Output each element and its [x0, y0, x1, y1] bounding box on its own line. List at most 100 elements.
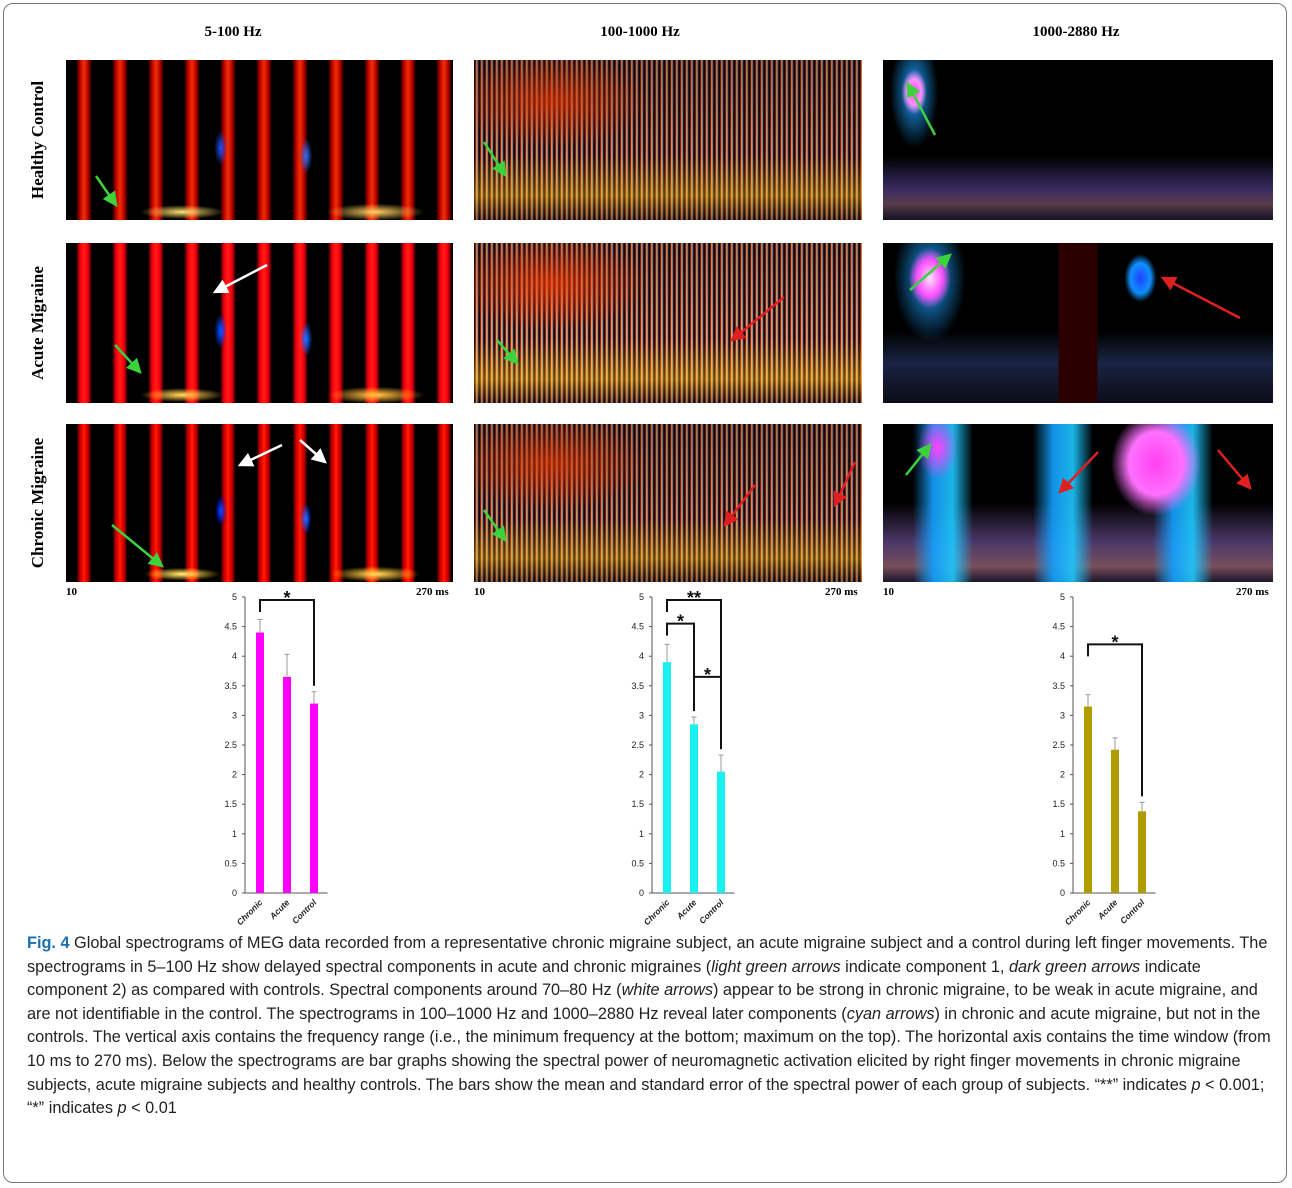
caption-text: white arrows	[621, 981, 713, 1000]
arrow	[212, 263, 268, 294]
caption-text: indicate component 2) as compared with c…	[27, 957, 1201, 1000]
spectrogram	[474, 243, 862, 403]
column-title: 100-1000 Hz	[600, 24, 680, 40]
error-bar	[1139, 801, 1145, 812]
error-bar	[284, 653, 290, 677]
significance-bracket	[693, 675, 722, 750]
y-tick-label: 1	[639, 829, 644, 839]
caption-text: light green arrows	[711, 957, 841, 976]
arrow	[482, 141, 507, 178]
column-title: 1000-2880 Hz	[1032, 24, 1120, 40]
y-tick-label: 2.5	[631, 740, 644, 750]
significance-label: *	[677, 612, 684, 632]
caption-label: Fig. 4	[27, 934, 70, 952]
x-tick-label: Control	[697, 897, 726, 926]
time-start: 10	[66, 586, 77, 598]
error-bar	[664, 643, 670, 663]
x-tick-label: Chronic	[642, 897, 672, 927]
arrow	[905, 443, 932, 476]
y-tick-label: 2	[639, 770, 644, 780]
y-tick-label: 1.5	[1052, 799, 1065, 809]
arrow	[496, 339, 519, 365]
error-bar	[1085, 694, 1091, 707]
arrow	[237, 443, 283, 467]
y-tick-label: 4	[232, 651, 237, 661]
y-tick-label: 0.5	[224, 858, 237, 868]
bar	[690, 724, 698, 893]
significance-label: *	[283, 588, 290, 608]
y-tick-label: 1	[1060, 829, 1065, 839]
y-tick-label: 3	[639, 710, 644, 720]
spectrogram	[883, 60, 1273, 220]
caption-text: dark green arrows	[1008, 957, 1141, 976]
y-tick-label: 0.5	[1052, 858, 1065, 868]
x-tick-label: Acute	[674, 897, 699, 922]
significance-bracket	[666, 622, 695, 712]
x-tick-label: Control	[1118, 897, 1147, 926]
y-tick-label: 4	[639, 651, 644, 661]
significance-label: *	[704, 665, 711, 685]
y-tick-label: 2	[232, 770, 237, 780]
x-tick-label: Acute	[1095, 897, 1120, 922]
y-tick-label: 3	[1060, 710, 1065, 720]
error-bar	[311, 691, 317, 704]
error-bar	[1112, 737, 1118, 750]
y-tick-label: 4	[1060, 651, 1065, 661]
significance-bracket	[666, 598, 722, 750]
bar	[1138, 811, 1146, 893]
y-tick-label: 3.5	[631, 681, 644, 691]
arrow	[909, 253, 952, 291]
bar	[310, 703, 318, 893]
y-tick-label: 2.5	[1052, 740, 1065, 750]
caption-text: Global spectrograms of MEG data recorded…	[27, 934, 1268, 976]
y-tick-label: 5	[1060, 592, 1065, 602]
time-end: 270 ms	[825, 586, 858, 598]
spectrogram	[883, 243, 1273, 403]
arrow	[482, 509, 507, 543]
bar	[1111, 749, 1119, 893]
y-tick-label: 3.5	[1052, 681, 1065, 691]
spectrogram	[883, 424, 1273, 582]
y-tick-label: 3	[232, 710, 237, 720]
caption-text: p	[1191, 1075, 1201, 1094]
error-bar	[718, 754, 724, 772]
y-tick-label: 5	[639, 592, 644, 602]
error-bar	[257, 618, 263, 633]
column-title: 5-100 Hz	[204, 24, 262, 40]
figure-frame	[3, 3, 1287, 1183]
spectrogram	[66, 60, 453, 220]
time-end: 270 ms	[1236, 586, 1269, 598]
spectrogram	[474, 60, 862, 220]
y-tick-label: 1	[232, 829, 237, 839]
y-tick-label: 2.5	[224, 740, 237, 750]
caption: Fig. 4 Global spectrograms of MEG data r…	[27, 932, 1275, 1121]
y-tick-label: 0	[232, 888, 237, 898]
arrow	[906, 81, 937, 136]
arrow	[94, 175, 118, 208]
arrow	[1160, 276, 1241, 320]
significance-label: **	[687, 588, 701, 608]
y-tick-label: 4.5	[1052, 622, 1065, 632]
x-tick-label: Control	[290, 897, 319, 926]
y-tick-label: 0	[639, 888, 644, 898]
caption-text: p	[117, 1099, 127, 1118]
arrow	[1217, 449, 1252, 490]
significance-label: *	[1111, 632, 1118, 652]
arrow	[1058, 451, 1099, 494]
y-tick-label: 5	[232, 592, 237, 602]
arrow	[111, 524, 164, 568]
bar	[256, 632, 264, 893]
bar	[283, 676, 291, 893]
y-tick-label: 1.5	[631, 799, 644, 809]
x-tick-label: Acute	[267, 897, 292, 922]
caption-text: indicate component 1,	[840, 957, 1009, 976]
caption-text: < 0.001; “*” indicates	[27, 1075, 1265, 1118]
bar	[717, 771, 725, 893]
y-tick-label: 4.5	[224, 622, 237, 632]
time-end: 270 ms	[416, 586, 449, 598]
y-tick-label: 0	[1060, 888, 1065, 898]
caption-text: ) appear to be strong in chronic migrain…	[27, 981, 1258, 1023]
bar	[663, 662, 671, 893]
time-start: 10	[883, 586, 894, 598]
